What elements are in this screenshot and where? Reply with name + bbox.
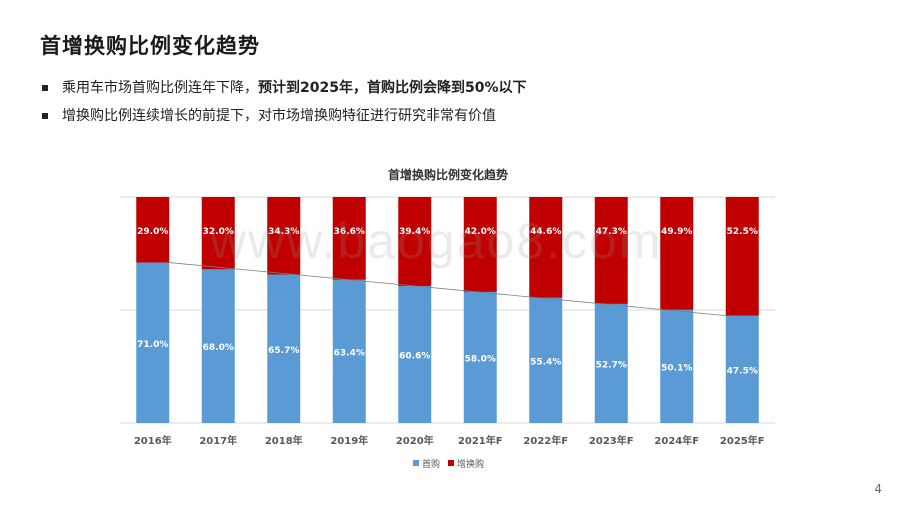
data-label: 63.4% bbox=[334, 348, 365, 358]
bar-replacement bbox=[267, 197, 301, 275]
bar-replacement bbox=[529, 197, 563, 298]
bar-first-purchase bbox=[529, 297, 563, 423]
bar-replacement bbox=[398, 197, 432, 287]
bullet-list: 乘用车市场首购比例连年下降，预计到2025年，首购比例会降到50%以下 增换购比… bbox=[42, 78, 527, 134]
bullet-emphasis: 预计到2025年，首购比例会降到50%以下 bbox=[258, 80, 527, 96]
data-label: 71.0% bbox=[137, 340, 168, 350]
bar-first-purchase bbox=[398, 286, 432, 423]
data-label: 55.4% bbox=[530, 357, 561, 367]
legend-swatch bbox=[448, 460, 454, 466]
bullet-item: 增换购比例连续增长的前提下，对市场增换购特征进行研究非常有价值 bbox=[42, 106, 526, 126]
data-label: 32.0% bbox=[203, 227, 234, 237]
bar-first-purchase bbox=[660, 309, 694, 423]
x-tick-label: 2017年 bbox=[199, 434, 237, 447]
bar-replacement bbox=[660, 197, 694, 310]
data-label: 39.4% bbox=[399, 227, 430, 237]
chart-title: 首增换购比例变化趋势 bbox=[388, 167, 508, 182]
bar-first-purchase bbox=[267, 274, 301, 423]
square-bullet-icon bbox=[42, 113, 48, 119]
x-tick-label: 2022年F bbox=[523, 434, 568, 447]
data-label: 29.0% bbox=[137, 227, 168, 237]
bar-first-purchase bbox=[725, 315, 759, 423]
data-label: 34.3% bbox=[268, 227, 299, 237]
x-tick-label: 2018年 bbox=[265, 434, 303, 447]
trendline bbox=[169, 262, 726, 317]
bar-replacement bbox=[463, 197, 497, 292]
data-label: 47.3% bbox=[596, 227, 627, 237]
bar-first-purchase bbox=[136, 262, 170, 423]
x-tick-label: 2023年F bbox=[589, 434, 634, 447]
bullet-item: 乘用车市场首购比例连年下降，预计到2025年，首购比例会降到50%以下 bbox=[42, 78, 527, 98]
page-number: 4 bbox=[874, 482, 882, 496]
chart-data-labels: 71.0% 29.0% 68.0% 32.0% 65.7% 34.3% 63.4% 36.6%… bbox=[137, 227, 758, 376]
data-label: 58.0% bbox=[465, 354, 496, 364]
data-label: 49.9% bbox=[661, 227, 692, 237]
bar-first-purchase bbox=[463, 291, 497, 423]
legend-swatch bbox=[413, 460, 419, 466]
x-tick-label: 2021年F bbox=[458, 434, 503, 447]
bar-first-purchase bbox=[332, 279, 366, 423]
chart-legend: 首购 增换购 bbox=[413, 458, 484, 470]
bullet-text: 增换购比例连续增长的前提下，对市场增换购特征进行研究非常有价值 bbox=[62, 108, 496, 124]
data-label: 36.6% bbox=[334, 227, 365, 237]
bar-replacement bbox=[594, 197, 628, 304]
x-tick-label: 2020年 bbox=[396, 434, 434, 447]
chart-x-axis: 2016年 2017年 2018年 2019年 2020年 2021年F 2022年F 202… bbox=[134, 434, 765, 447]
chart-bars bbox=[136, 197, 759, 423]
data-label: 42.0% bbox=[465, 227, 496, 237]
bar-replacement bbox=[136, 197, 170, 263]
chart-trendline bbox=[169, 262, 726, 317]
data-label: 68.0% bbox=[203, 343, 234, 353]
x-tick-label: 2016年 bbox=[134, 434, 172, 447]
data-label: 60.6% bbox=[399, 352, 430, 362]
data-label: 52.5% bbox=[727, 227, 758, 237]
x-tick-label: 2019年 bbox=[330, 434, 368, 447]
slide-title: 首增换购比例变化趋势 bbox=[40, 34, 260, 58]
bar-replacement bbox=[201, 197, 235, 270]
bar-replacement bbox=[332, 197, 366, 280]
x-tick-label: 2025年F bbox=[720, 434, 765, 447]
square-bullet-icon bbox=[42, 85, 48, 91]
bar-replacement bbox=[725, 197, 759, 316]
bar-first-purchase bbox=[201, 269, 235, 423]
watermark: www.baogao8.com bbox=[210, 213, 663, 269]
bar-first-purchase bbox=[594, 303, 628, 423]
data-label: 65.7% bbox=[268, 346, 299, 356]
data-label: 47.5% bbox=[727, 366, 758, 376]
legend-label: 首购 bbox=[422, 458, 440, 470]
data-label: 52.7% bbox=[596, 360, 627, 370]
legend-label: 增换购 bbox=[457, 458, 484, 470]
bullet-text: 乘用车市场首购比例连年下降， bbox=[62, 80, 258, 96]
data-label: 44.6% bbox=[530, 227, 561, 237]
x-tick-label: 2024年F bbox=[654, 434, 699, 447]
data-label: 50.1% bbox=[661, 363, 692, 373]
